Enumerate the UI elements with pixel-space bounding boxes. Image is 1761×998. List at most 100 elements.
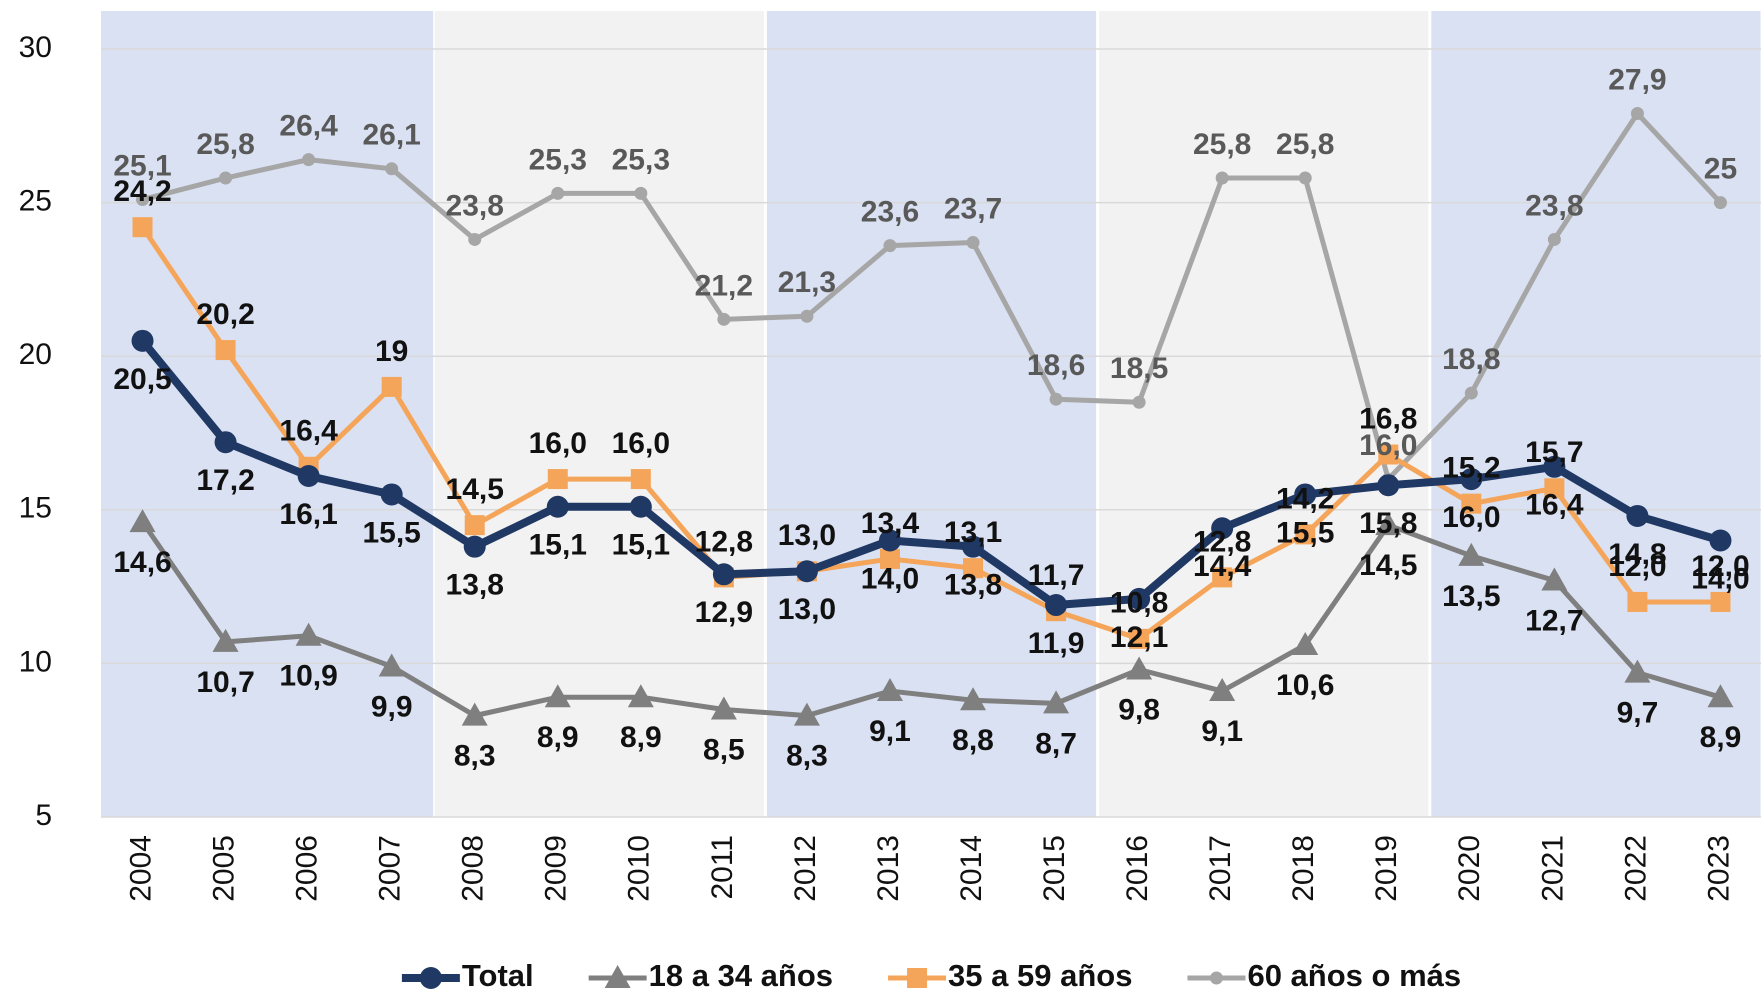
data-point xyxy=(132,217,153,238)
data-label: 8,5 xyxy=(703,733,745,766)
data-label: 14,8 xyxy=(1608,538,1666,571)
data-point xyxy=(1132,395,1146,409)
data-point xyxy=(1626,504,1649,527)
data-label: 15,7 xyxy=(1525,436,1583,469)
legend-label: 35 a 59 años xyxy=(948,958,1132,993)
x-tick-label: 2017 xyxy=(1204,835,1237,902)
data-label: 10,7 xyxy=(196,666,254,699)
series-line xyxy=(140,520,1722,719)
data-point xyxy=(1377,474,1400,497)
data-point xyxy=(963,558,984,579)
data-point xyxy=(1707,684,1734,708)
x-tick-label: 2009 xyxy=(540,835,573,902)
data-label: 23,7 xyxy=(944,192,1002,225)
data-point xyxy=(1710,591,1731,612)
data-point xyxy=(1627,591,1648,612)
data-point xyxy=(551,186,565,200)
data-point xyxy=(1464,386,1478,400)
y-tick-label: 30 xyxy=(19,31,52,64)
data-point xyxy=(219,171,233,185)
legend-item: 35 a 59 años xyxy=(888,958,1132,993)
data-point xyxy=(1375,512,1402,536)
data-point xyxy=(295,622,322,646)
data-point xyxy=(1211,517,1234,540)
x-tick-label: 2019 xyxy=(1370,835,1403,902)
x-tick-label: 2005 xyxy=(207,835,240,902)
x-tick-label: 2014 xyxy=(955,835,988,902)
data-label: 24,2 xyxy=(113,175,171,208)
data-label: 17,2 xyxy=(196,464,254,497)
x-tick-label: 2022 xyxy=(1619,835,1652,902)
data-point xyxy=(131,329,154,352)
legend-label: 18 a 34 años xyxy=(649,958,833,993)
series-line xyxy=(141,111,1723,482)
data-label: 9,8 xyxy=(1118,693,1160,726)
data-label: 14,2 xyxy=(1276,482,1334,515)
data-label: 15,1 xyxy=(612,529,670,562)
data-label: 8,3 xyxy=(786,740,828,773)
data-point xyxy=(1049,392,1063,406)
data-point xyxy=(795,560,818,583)
x-tick-label: 2011 xyxy=(706,835,739,900)
data-label: 13,5 xyxy=(1442,580,1500,613)
data-point xyxy=(212,628,239,652)
data-label: 23,8 xyxy=(446,189,504,222)
data-point xyxy=(385,162,399,176)
data-label: 15,8 xyxy=(1359,507,1417,540)
data-label: 18,8 xyxy=(1442,343,1500,376)
data-point xyxy=(878,529,901,552)
data-point xyxy=(381,376,402,397)
legend-marker xyxy=(907,968,928,988)
data-point xyxy=(1713,196,1727,210)
background-band xyxy=(1431,11,1761,817)
data-label: 15,1 xyxy=(529,529,587,562)
data-label: 8,9 xyxy=(537,721,579,754)
data-point xyxy=(876,678,903,702)
data-point xyxy=(302,153,316,167)
data-point xyxy=(380,483,403,506)
data-point xyxy=(468,232,482,246)
background-band xyxy=(101,11,434,817)
legend: Total 18 a 34 años 35 a 59 años 60 años o m… xyxy=(401,958,1461,993)
data-point xyxy=(297,465,320,488)
data-point xyxy=(1292,631,1319,655)
data-label: 13,0 xyxy=(778,593,836,626)
data-label: 12,1 xyxy=(1110,621,1168,654)
y-tick-label: 5 xyxy=(35,799,52,832)
data-point xyxy=(1378,444,1399,465)
data-point xyxy=(1295,524,1316,545)
data-label: 9,7 xyxy=(1617,697,1659,730)
data-point xyxy=(1294,483,1317,506)
data-label: 10,9 xyxy=(279,660,337,693)
data-point xyxy=(879,548,900,569)
data-label: 16,0 xyxy=(612,427,670,460)
data-point xyxy=(1212,567,1233,588)
legend-label: Total xyxy=(462,958,534,993)
data-label: 10,8 xyxy=(1110,587,1168,620)
x-tick-label: 2015 xyxy=(1038,835,1071,902)
data-label: 8,8 xyxy=(952,724,994,757)
y-tick-label: 20 xyxy=(19,338,52,371)
data-label: 19 xyxy=(375,335,408,368)
data-label: 8,3 xyxy=(454,740,496,773)
data-label: 12,8 xyxy=(695,525,753,558)
data-point xyxy=(463,535,486,558)
data-label: 8,9 xyxy=(620,721,662,754)
data-point xyxy=(883,239,897,253)
data-label: 20,2 xyxy=(196,298,254,331)
data-point xyxy=(1630,107,1644,121)
background-band xyxy=(434,11,764,817)
data-point xyxy=(129,509,156,533)
data-point xyxy=(717,312,731,326)
x-tick-label: 2023 xyxy=(1702,835,1735,902)
data-label: 9,1 xyxy=(869,715,911,748)
x-tick-label: 2020 xyxy=(1453,835,1486,902)
data-point xyxy=(1045,594,1068,617)
data-label: 13,1 xyxy=(944,516,1002,549)
x-tick-label: 2008 xyxy=(457,835,490,902)
y-tick-label: 10 xyxy=(19,645,52,678)
data-point xyxy=(546,495,569,518)
data-label: 14,0 xyxy=(1691,562,1749,595)
data-label: 12,8 xyxy=(1193,525,1251,558)
data-label: 15,5 xyxy=(362,516,420,549)
